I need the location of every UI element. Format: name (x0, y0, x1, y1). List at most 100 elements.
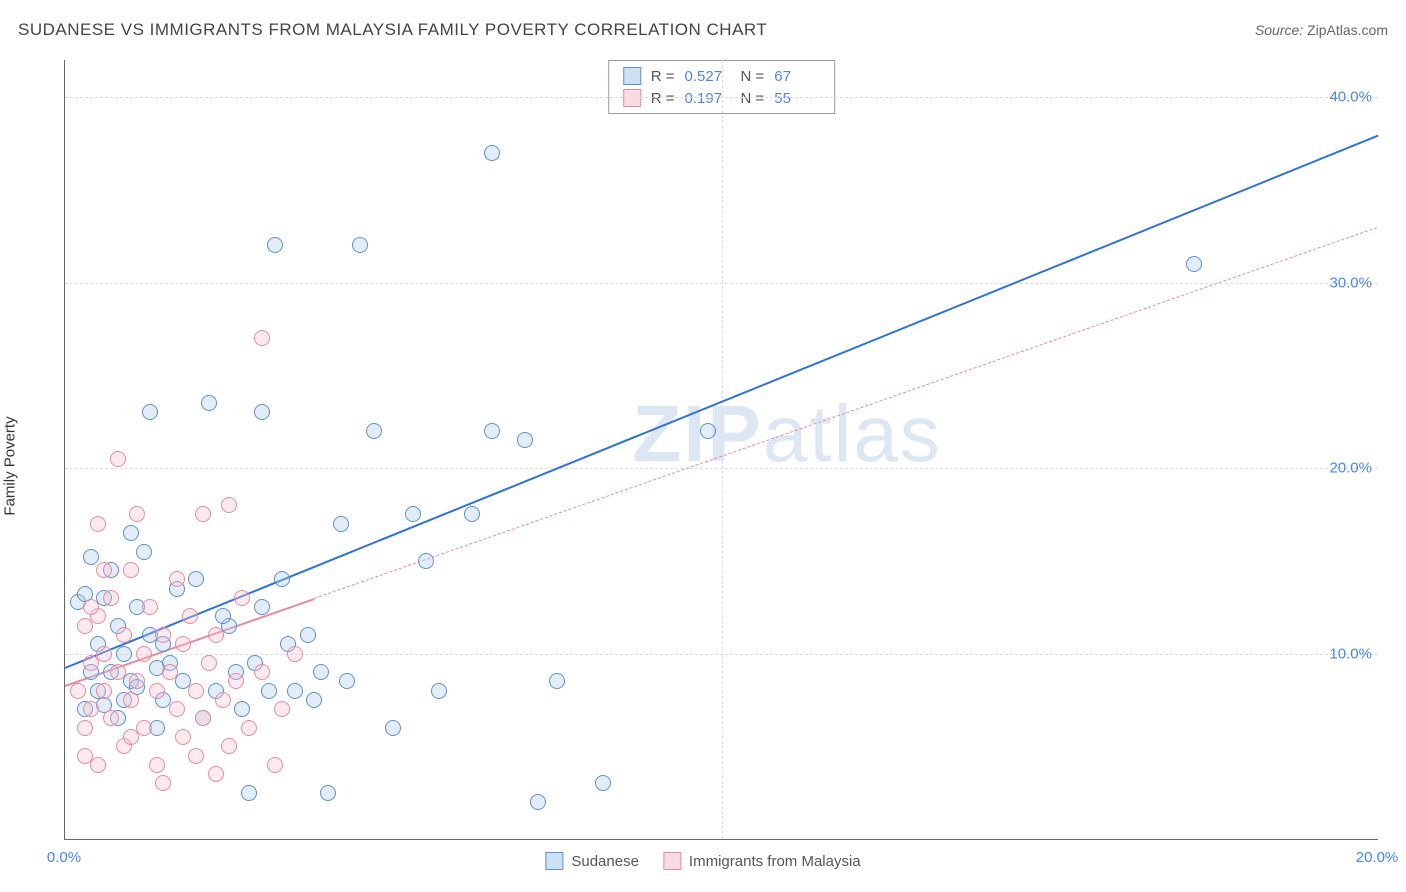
legend-swatch (545, 852, 563, 870)
scatter-point (83, 549, 99, 565)
scatter-point (306, 692, 322, 708)
chart-source: Source: ZipAtlas.com (1255, 22, 1388, 38)
scatter-point (149, 757, 165, 773)
scatter-point (484, 423, 500, 439)
stat-n-label: N = (741, 68, 765, 85)
scatter-point (70, 683, 86, 699)
scatter-point (221, 738, 237, 754)
scatter-point (155, 775, 171, 791)
gridline-vertical (722, 60, 723, 839)
y-tick-label: 30.0% (1329, 274, 1372, 291)
scatter-point (123, 692, 139, 708)
scatter-point (208, 766, 224, 782)
scatter-point (129, 673, 145, 689)
scatter-point (136, 544, 152, 560)
scatter-point (261, 683, 277, 699)
legend-item: Immigrants from Malaysia (663, 852, 861, 870)
scatter-point (149, 683, 165, 699)
scatter-point (110, 664, 126, 680)
scatter-point (77, 748, 93, 764)
scatter-point (530, 794, 546, 810)
scatter-point (549, 673, 565, 689)
scatter-point (234, 590, 250, 606)
scatter-point (254, 664, 270, 680)
scatter-point (129, 506, 145, 522)
scatter-point (221, 497, 237, 513)
scatter-point (339, 673, 355, 689)
scatter-point (320, 785, 336, 801)
scatter-point (116, 627, 132, 643)
legend-item: Sudanese (545, 852, 639, 870)
chart-title: SUDANESE VS IMMIGRANTS FROM MALAYSIA FAM… (18, 20, 767, 40)
scatter-point (103, 590, 119, 606)
scatter-point (431, 683, 447, 699)
y-axis-label: Family Poverty (2, 416, 19, 515)
x-tick-label: 20.0% (1356, 849, 1399, 866)
scatter-point (517, 432, 533, 448)
scatter-point (366, 423, 382, 439)
scatter-point (175, 636, 191, 652)
scatter-point (352, 237, 368, 253)
source-label: Source: (1255, 22, 1303, 38)
scatter-point (136, 646, 152, 662)
scatter-point (123, 525, 139, 541)
legend-swatch (623, 67, 641, 85)
stat-n-value: 67 (774, 68, 820, 85)
scatter-point (234, 701, 250, 717)
scatter-point (96, 646, 112, 662)
watermark-atlas: atlas (763, 389, 942, 478)
scatter-point (142, 599, 158, 615)
y-tick-label: 10.0% (1329, 645, 1372, 662)
scatter-point (254, 330, 270, 346)
scatter-point (595, 775, 611, 791)
scatter-point (228, 673, 244, 689)
scatter-point (182, 608, 198, 624)
scatter-point (188, 683, 204, 699)
scatter-point (333, 516, 349, 532)
scatter-point (215, 692, 231, 708)
stat-r-label: R = (651, 68, 675, 85)
x-tick-label: 0.0% (47, 849, 81, 866)
scatter-point (188, 748, 204, 764)
scatter-point (96, 683, 112, 699)
scatter-point (90, 757, 106, 773)
scatter-point (215, 608, 231, 624)
scatter-point (123, 562, 139, 578)
scatter-point (274, 701, 290, 717)
scatter-point (169, 571, 185, 587)
scatter-point (195, 710, 211, 726)
scatter-point (254, 599, 270, 615)
scatter-point (700, 423, 716, 439)
scatter-point (1186, 256, 1202, 272)
scatter-point (83, 599, 99, 615)
scatter-point (110, 451, 126, 467)
scatter-point (116, 646, 132, 662)
source-value: ZipAtlas.com (1307, 22, 1388, 38)
scatter-point (300, 627, 316, 643)
scatter-point (142, 404, 158, 420)
scatter-point (175, 729, 191, 745)
scatter-point (83, 701, 99, 717)
scatter-point (313, 664, 329, 680)
scatter-point (201, 395, 217, 411)
scatter-point (287, 646, 303, 662)
scatter-point (385, 720, 401, 736)
scatter-point (267, 757, 283, 773)
scatter-point (405, 506, 421, 522)
scatter-point (464, 506, 480, 522)
scatter-point (155, 627, 171, 643)
scatter-point (254, 404, 270, 420)
scatter-point (287, 683, 303, 699)
scatter-point (208, 627, 224, 643)
scatter-point (484, 145, 500, 161)
chart-container: Family Poverty ZIPatlas R =0.527N =67R =… (18, 52, 1388, 880)
scatter-point (162, 664, 178, 680)
legend-label: Immigrants from Malaysia (689, 853, 861, 870)
scatter-point (188, 571, 204, 587)
stat-r-value: 0.527 (685, 68, 731, 85)
scatter-point (103, 710, 119, 726)
scatter-point (274, 571, 290, 587)
scatter-point (241, 785, 257, 801)
y-tick-label: 40.0% (1329, 89, 1372, 106)
legend-swatch (663, 852, 681, 870)
